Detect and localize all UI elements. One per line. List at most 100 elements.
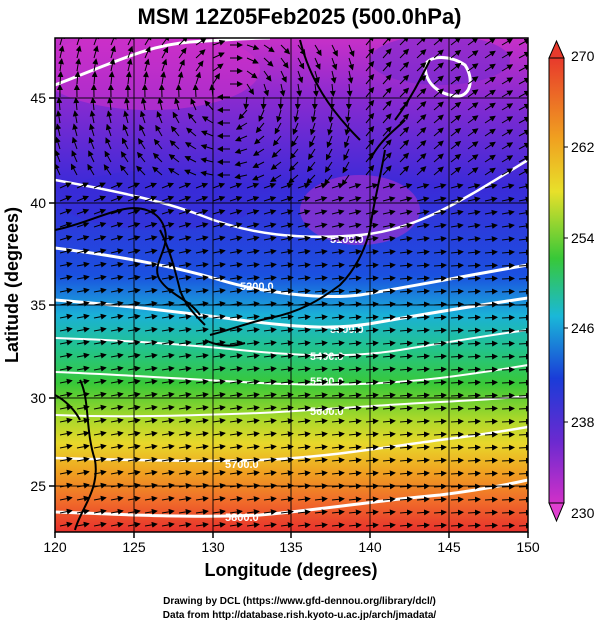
wind-arrow [184,142,197,150]
wind-arrow [297,431,311,438]
wind-arrow [212,339,226,346]
wind-arrow [501,457,515,464]
wind-arrow [212,287,226,294]
wind-arrow [331,457,345,464]
wind-arrow [382,126,392,137]
wind-arrow [467,470,481,477]
wind-arrow [246,392,260,399]
wind-arrow [93,287,107,294]
wind-arrow [331,44,338,57]
wind-arrow [59,326,73,333]
wind-arrow [161,417,175,424]
wind-arrow [314,418,328,425]
wind-arrow [59,221,73,228]
wind-arrow [93,417,107,424]
wind-arrow [501,262,515,269]
wind-arrow [212,274,226,281]
wind-arrow [484,288,498,295]
wind-arrow [416,379,430,386]
wind-arrow [93,274,107,281]
wind-arrow [246,470,260,477]
wind-arrow [501,51,514,59]
wind-arrow [110,352,124,359]
wind-arrow [328,109,334,123]
wind-arrow [157,97,164,111]
colorbar-tick-label: 270 [571,48,595,64]
wind-arrow [518,457,528,464]
wind-arrow [263,314,277,321]
contour-label: 5200.0 [240,281,274,293]
wind-arrow [365,314,379,321]
wind-arrow [263,379,277,386]
wind-arrow [280,44,291,55]
wind-arrow [178,391,192,398]
wind-arrow [467,288,481,295]
wind-arrow [110,495,124,502]
wind-arrow [144,222,158,228]
wind-arrow [93,456,107,463]
wind-arrow [467,509,481,516]
wind-arrow [416,340,430,347]
wind-arrow [293,109,300,123]
wind-arrow [170,125,180,137]
x-axis-label: Longitude (degrees) [204,560,377,580]
wind-arrow [399,100,410,111]
wind-arrow [144,339,158,346]
wind-arrow [297,470,311,477]
wind-arrow [314,470,328,477]
wind-arrow [518,431,528,438]
wind-arrow [484,209,498,216]
wind-arrow [246,209,260,215]
wind-arrow [178,326,192,333]
wind-arrow [501,509,515,516]
wind-arrow [144,521,158,528]
wind-arrow [450,209,464,216]
wind-arrow [518,196,528,203]
wind-arrow [88,150,95,163]
wind-arrow [416,209,430,216]
wind-arrow [280,182,294,189]
wind-arrow [416,366,430,373]
wind-arrow [348,288,362,295]
wind-arrow [450,222,464,229]
wind-arrow [297,44,306,56]
wind-arrow [450,49,462,59]
wind-arrow [70,163,78,176]
wind-arrow [153,138,163,150]
wind-arrow [178,59,185,72]
wind-arrow [161,521,175,528]
wind-arrow [331,57,338,71]
wind-arrow [144,430,158,437]
wind-arrow [467,154,479,163]
wind-arrow [433,88,444,98]
wind-arrow [382,522,396,529]
wind-arrow [76,521,90,528]
wind-arrow [416,75,427,85]
wind-arrow [59,469,73,476]
wind-arrow [433,457,447,464]
wind-arrow [518,522,528,529]
wind-arrow [289,148,299,160]
wind-arrow [314,70,320,84]
wind-arrow [467,418,481,425]
wind-arrow [416,235,430,242]
wind-arrow [416,444,430,451]
wind-arrow [59,456,73,463]
wind-arrow [195,521,209,528]
wind-arrow [416,62,427,72]
wind-arrow [433,340,447,347]
wind-arrow [433,249,447,256]
wind-arrow [76,235,90,241]
wind-arrow [518,392,528,399]
wind-arrow [297,340,311,347]
wind-arrow [416,288,430,295]
wind-arrow [59,365,73,372]
wind-arrow [518,405,528,412]
wind-arrow [246,44,260,51]
wind-arrow [331,366,345,373]
wind-arrow [136,165,146,176]
wind-arrow [399,235,413,242]
wind-arrow [72,110,79,124]
wind-arrow [195,469,209,476]
wind-arrow [200,144,214,150]
